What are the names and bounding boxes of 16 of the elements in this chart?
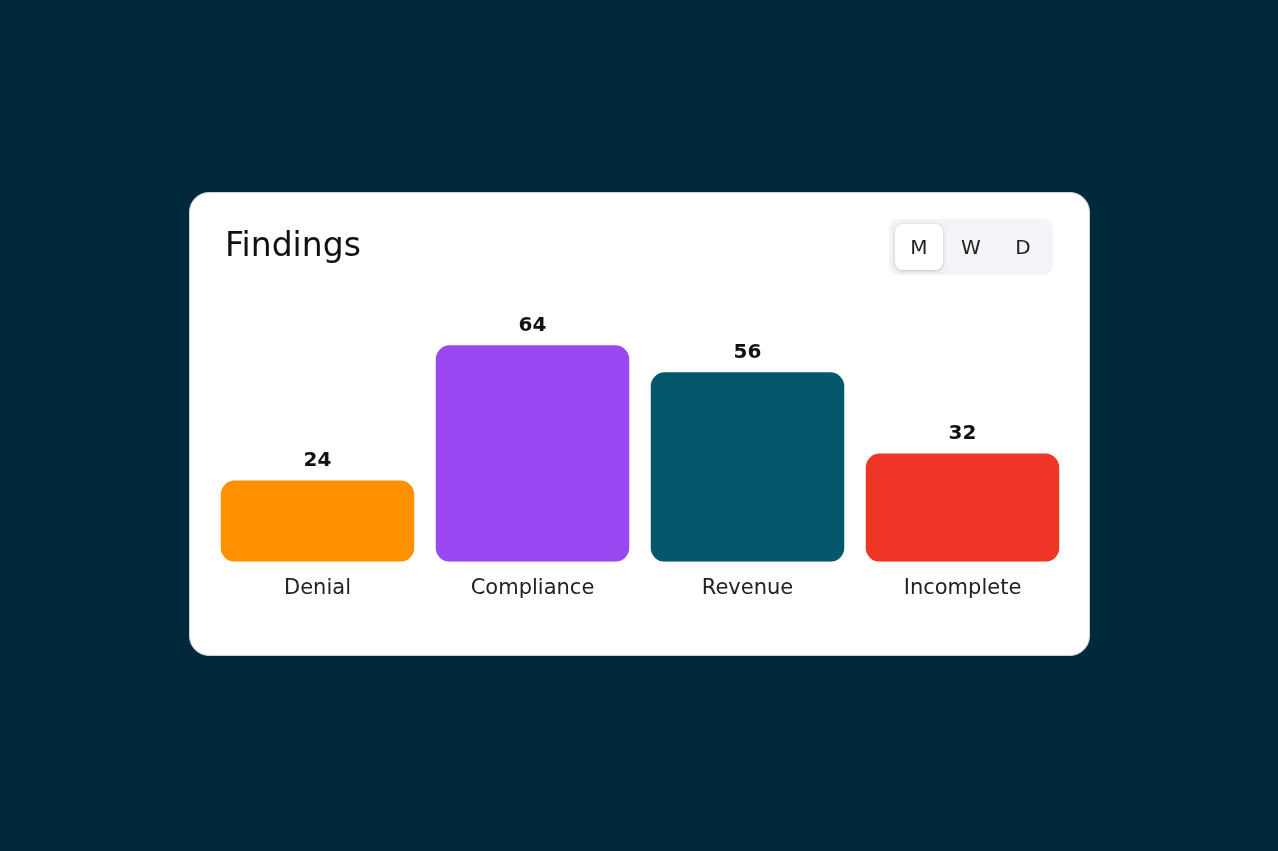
- chart-title: Findings: [225, 225, 361, 264]
- bar: [865, 453, 1060, 562]
- bar: [650, 372, 845, 562]
- data-label: 32: [948, 419, 977, 444]
- x-tick-label: Compliance: [470, 574, 595, 599]
- x-tick-label: Incomplete: [903, 574, 1022, 599]
- bar: [435, 345, 630, 562]
- text: D: [1014, 234, 1032, 261]
- data-label: 56: [733, 338, 762, 363]
- data-label: 24: [303, 446, 332, 471]
- x-tick-label: Revenue: [701, 574, 794, 599]
- x-tick-label: Denial: [284, 574, 351, 599]
- bar: [220, 480, 415, 562]
- text: W: [960, 234, 982, 261]
- text: M: [895, 224, 943, 270]
- data-label: 64: [518, 311, 547, 336]
